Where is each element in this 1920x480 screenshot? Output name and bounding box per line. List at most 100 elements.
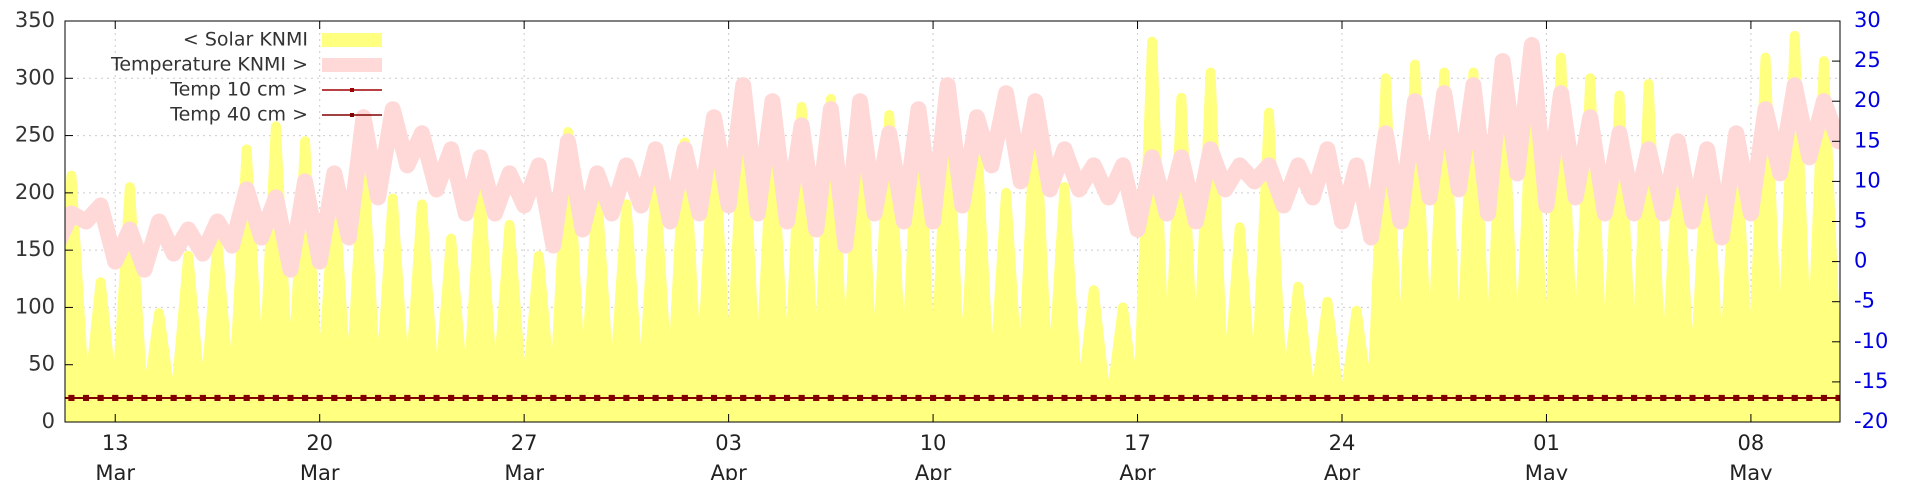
soil-temp-point	[1499, 394, 1506, 401]
soil-temp-point	[973, 394, 980, 401]
soil-temp-point	[1674, 394, 1681, 401]
x-tick-label: 24 Apr	[1323, 431, 1361, 480]
y2-tick-label: -15	[1854, 369, 1888, 393]
soil-temp-point	[725, 394, 732, 401]
soil-temp-point	[54, 395, 60, 401]
y2-tick-label: 5	[1854, 209, 1867, 233]
soil-temp-point	[1470, 394, 1477, 401]
soil-temp-point	[1265, 394, 1272, 401]
soil-temp-point	[1368, 394, 1375, 401]
soil-temp-point	[1572, 394, 1579, 401]
soil-temp-point	[448, 394, 455, 401]
soil-temp-point	[1514, 394, 1521, 401]
soil-temp-point	[652, 394, 659, 401]
soil-temp-point	[959, 394, 966, 401]
x-tick-label: 08 May	[1729, 431, 1773, 480]
soil-temp-point	[199, 394, 206, 401]
soil-temp-point	[915, 394, 922, 401]
soil-temp-point	[564, 394, 571, 401]
y-tick-label: 150	[15, 237, 55, 261]
y2-tick-label: -20	[1854, 409, 1888, 433]
soil-temp-point	[857, 394, 864, 401]
soil-temp-point	[170, 394, 177, 401]
soil-temp-point	[1353, 394, 1360, 401]
soil-temp-point	[1587, 394, 1594, 401]
soil-temp-point	[1762, 394, 1769, 401]
legend-swatch	[322, 58, 382, 72]
soil-temp-point	[185, 394, 192, 401]
soil-temp-point	[68, 394, 75, 401]
y-tick-label: 50	[28, 352, 55, 376]
soil-temp-point	[156, 394, 163, 401]
soil-temp-point	[1485, 394, 1492, 401]
x-tick-label: 17 Apr	[1119, 431, 1156, 480]
soil-temp-point	[1660, 394, 1667, 401]
soil-temp-point	[214, 394, 221, 401]
x-tick-label: 01 May	[1524, 431, 1569, 480]
soil-temp-point	[842, 394, 849, 401]
soil-temp-point	[608, 394, 615, 401]
soil-temp-point	[258, 394, 265, 401]
soil-temp-point	[1704, 394, 1711, 401]
soil-temp-point	[1412, 394, 1419, 401]
soil-temp-point	[1076, 394, 1083, 401]
soil-temp-point	[1236, 394, 1243, 401]
legend-label: Temperature KNMI >	[110, 54, 308, 76]
soil-temp-point	[1835, 394, 1840, 401]
y2-tick-label: 10	[1854, 168, 1881, 192]
soil-temp-point	[1791, 394, 1798, 401]
soil-temp-point	[944, 394, 951, 401]
soil-temp-point	[930, 394, 937, 401]
axes: 0 50 100 150 200 250 300 350 -20 -15 -10 -5 0 5 10 15 20…	[15, 8, 1888, 433]
y2-tick-label: -10	[1854, 329, 1888, 353]
soil-temp-point	[1295, 394, 1302, 401]
soil-temp-point	[740, 394, 747, 401]
temperature-band	[65, 37, 1840, 278]
soil-temp-point	[784, 394, 791, 401]
soil-temp-point	[1134, 394, 1141, 401]
soil-temp-point	[1543, 394, 1550, 401]
soil-temp-point	[988, 394, 995, 401]
soil-temp-point	[287, 394, 294, 401]
soil-temp-point	[477, 394, 484, 401]
soil-temp-point	[1324, 394, 1331, 401]
soil-temp-point	[1251, 394, 1258, 401]
soil-temp-point	[1631, 394, 1638, 401]
y2-tick-label: -5	[1854, 289, 1875, 313]
soil-temp-point	[1090, 394, 1097, 401]
soil-temp-point	[1616, 394, 1623, 401]
soil-temp-point	[1046, 394, 1053, 401]
soil-temp-point	[623, 394, 630, 401]
soil-temp-point	[229, 394, 236, 401]
soil-temp-point	[637, 394, 644, 401]
soil-temp-point	[1426, 394, 1433, 401]
soil-temp-point	[1032, 394, 1039, 401]
soil-temp-point	[1382, 394, 1389, 401]
y2-tick-label: 15	[1854, 128, 1881, 152]
soil-temp-point	[272, 394, 279, 401]
soil-temp-point	[711, 394, 718, 401]
soil-temp-point	[1163, 394, 1170, 401]
soil-temp-point	[900, 394, 907, 401]
solar-area	[65, 30, 1840, 422]
y2-tick-label: 20	[1854, 88, 1881, 112]
legend-swatch	[350, 88, 354, 92]
soil-temp-point	[1733, 394, 1740, 401]
soil-temp-point	[798, 394, 805, 401]
soil-temp-point	[1280, 394, 1287, 401]
soil-temp-point	[1718, 394, 1725, 401]
y2-tick-label: 25	[1854, 48, 1881, 72]
legend-swatch	[322, 33, 382, 47]
soil-temp-point	[1397, 394, 1404, 401]
soil-temp-point	[579, 394, 586, 401]
y2-tick-label: 30	[1854, 8, 1881, 32]
soil-temp-point	[1207, 394, 1214, 401]
soil-temp-point	[1806, 394, 1813, 401]
y2-tick-label: 0	[1854, 249, 1867, 273]
y-tick-label: 100	[15, 294, 55, 318]
soil-temp-point	[1528, 394, 1535, 401]
y-tick-label: 350	[15, 8, 55, 32]
soil-temp-point	[1455, 394, 1462, 401]
soil-temp-point	[1689, 394, 1696, 401]
soil-temp-point	[681, 394, 688, 401]
